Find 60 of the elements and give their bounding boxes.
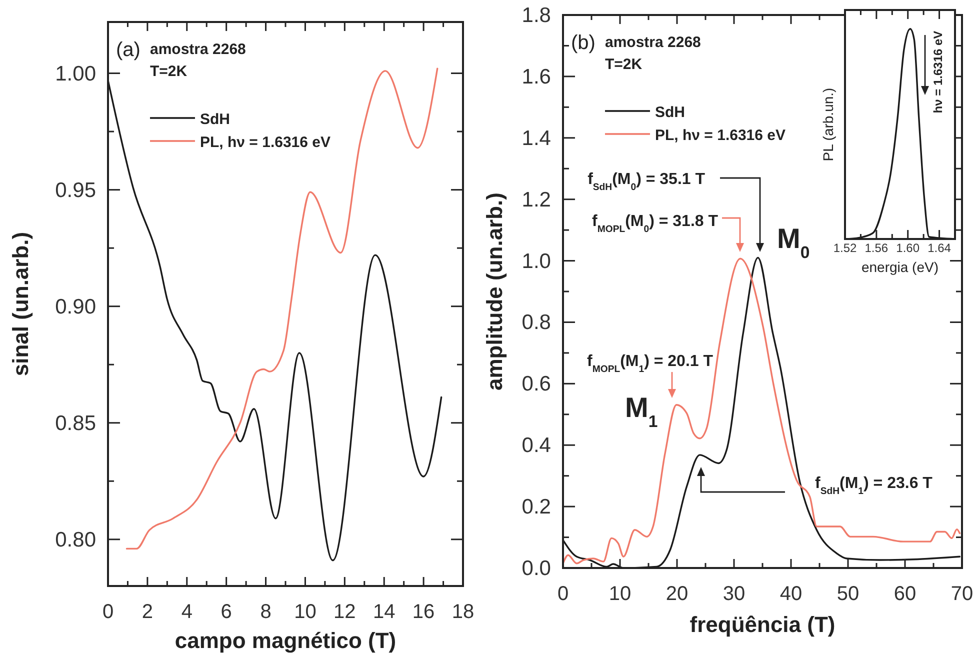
annotation: amostra 2268 (150, 41, 246, 58)
y-tick-label: 0.0 (522, 557, 551, 580)
x-tick-label: 14 (372, 601, 396, 623)
x-tick-label: 10 (608, 583, 632, 605)
x-tick-label: 20 (666, 583, 688, 605)
y-tick-label: 0.2 (522, 496, 551, 519)
x-axis-title: freqüência (T) (690, 612, 836, 637)
annotation: f$_{SdH}$(M$_{1}$) = 23.6 T (815, 475, 933, 496)
x-axis-title: energia (eV) (861, 259, 939, 275)
x-tick-label: 8 (260, 601, 272, 623)
x-tick-label: 2 (142, 601, 154, 623)
annotation: T=2K (605, 56, 642, 73)
legend-label: SdH (655, 104, 685, 121)
x-tick-label: 60 (894, 583, 916, 605)
x-tick-label: 10 (294, 601, 316, 623)
y-tick-label: 0.80 (55, 528, 96, 552)
legend-label: PL, hν = 1.6316 eV (655, 127, 786, 144)
y-tick-label: 0.4 (522, 434, 552, 458)
x-tick-label: 1.60 (896, 241, 920, 255)
x-tick-label: 1.56 (864, 241, 888, 255)
x-tick-label: 1.52 (833, 241, 857, 255)
annotation: f$_{SdH}$(M$_{0}$) = 35.1 T (588, 171, 706, 192)
annotation: T=2K (150, 63, 188, 80)
x-axis-title: campo magnético (T) (174, 628, 396, 653)
x-tick-label: 40 (780, 583, 802, 605)
annotation: f$_{MOPL}$(M$_{0}$) = 31.8 T (592, 213, 718, 234)
annotation: (b) (571, 32, 596, 54)
x-tick-label: 50 (836, 583, 860, 605)
y-tick-label: 0.6 (522, 372, 551, 396)
legend-label: SdH (200, 111, 230, 128)
x-tick-label: 16 (412, 601, 435, 623)
annotation: hν = 1.6316 eV (931, 30, 945, 114)
y-tick-label: 0.90 (55, 295, 96, 318)
y-tick-label: 1.8 (522, 4, 551, 27)
y-axis-title: amplitude (un.arb.) (482, 192, 507, 390)
x-tick-label: 30 (722, 583, 746, 605)
x-tick-label: 18 (452, 601, 474, 623)
x-tick-label: 0 (557, 583, 569, 605)
y-axis-title: sinal (un.arb.) (8, 232, 33, 376)
annotation: M$_{1}$ (625, 392, 658, 430)
annotation: M$_{0}$ (777, 223, 810, 262)
y-tick-label: 0.8 (522, 311, 551, 334)
y-tick-label: 1.2 (522, 188, 551, 212)
x-tick-label: 6 (220, 601, 232, 623)
y-tick-label: 0.85 (55, 412, 96, 435)
x-tick-label: 4 (181, 601, 192, 623)
x-tick-label: 0 (102, 601, 114, 623)
y-tick-label: 1.4 (522, 126, 552, 150)
annotation: (a) (116, 39, 140, 61)
x-tick-label: 70 (950, 583, 974, 605)
y-tick-label: 0.95 (55, 178, 96, 202)
y-axis-title: PL (arb.un.) (820, 88, 836, 162)
y-tick-label: 1.0 (522, 250, 551, 273)
y-tick-label: 1.00 (55, 62, 96, 86)
y-tick-label: 1.6 (522, 65, 551, 88)
x-tick-label: 12 (334, 601, 356, 623)
x-tick-label: 1.64 (928, 241, 952, 255)
annotation: f$_{MOPL}$(M$_{1}$) = 20.1 T (587, 353, 714, 374)
legend-label: PL, hν = 1.6316 eV (200, 134, 330, 151)
annotation: amostra 2268 (605, 34, 701, 51)
